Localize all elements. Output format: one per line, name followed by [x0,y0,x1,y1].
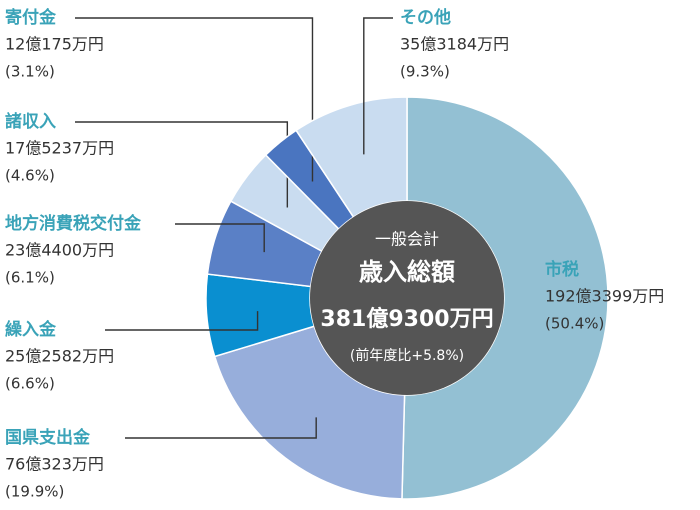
percent-label: (50.4%) [545,315,604,333]
leader-line [75,121,289,208]
leader-line [175,223,265,253]
center-disc [310,201,504,395]
center-text: (前年度比+5.8%) [350,347,464,364]
percent-label: (19.9%) [5,483,64,501]
amount-label: 76億323万円 [5,455,104,474]
center-text: 一般会計 [375,230,439,249]
category-label: 地方消費税交付金 [5,213,142,234]
percent-label: (4.6%) [5,167,55,185]
percent-label: (9.3%) [400,63,450,81]
amount-label: 23億4400万円 [5,241,114,260]
center-text: 381億9300万円 [320,306,493,332]
leader-line [105,311,259,331]
category-label: その他 [400,7,451,28]
amount-label: 12億175万円 [5,35,104,54]
percent-label: (6.6%) [5,375,55,393]
category-label: 寄付金 [5,7,57,28]
amount-label: 25億2582万円 [5,347,114,366]
amount-label: 192億3399万円 [545,287,664,306]
category-label: 繰入金 [5,319,57,340]
center-text: 歳入総額 [359,258,455,286]
category-label: 市税 [545,259,579,280]
amount-label: 35億3184万円 [400,35,509,54]
percent-label: (6.1%) [5,269,55,287]
leader-line [363,17,393,155]
category-label: 諸収入 [5,111,56,132]
amount-label: 17億5237万円 [5,139,114,158]
leader-line [125,417,317,439]
category-label: 国県支出金 [5,427,91,448]
percent-label: (3.1%) [5,63,55,81]
